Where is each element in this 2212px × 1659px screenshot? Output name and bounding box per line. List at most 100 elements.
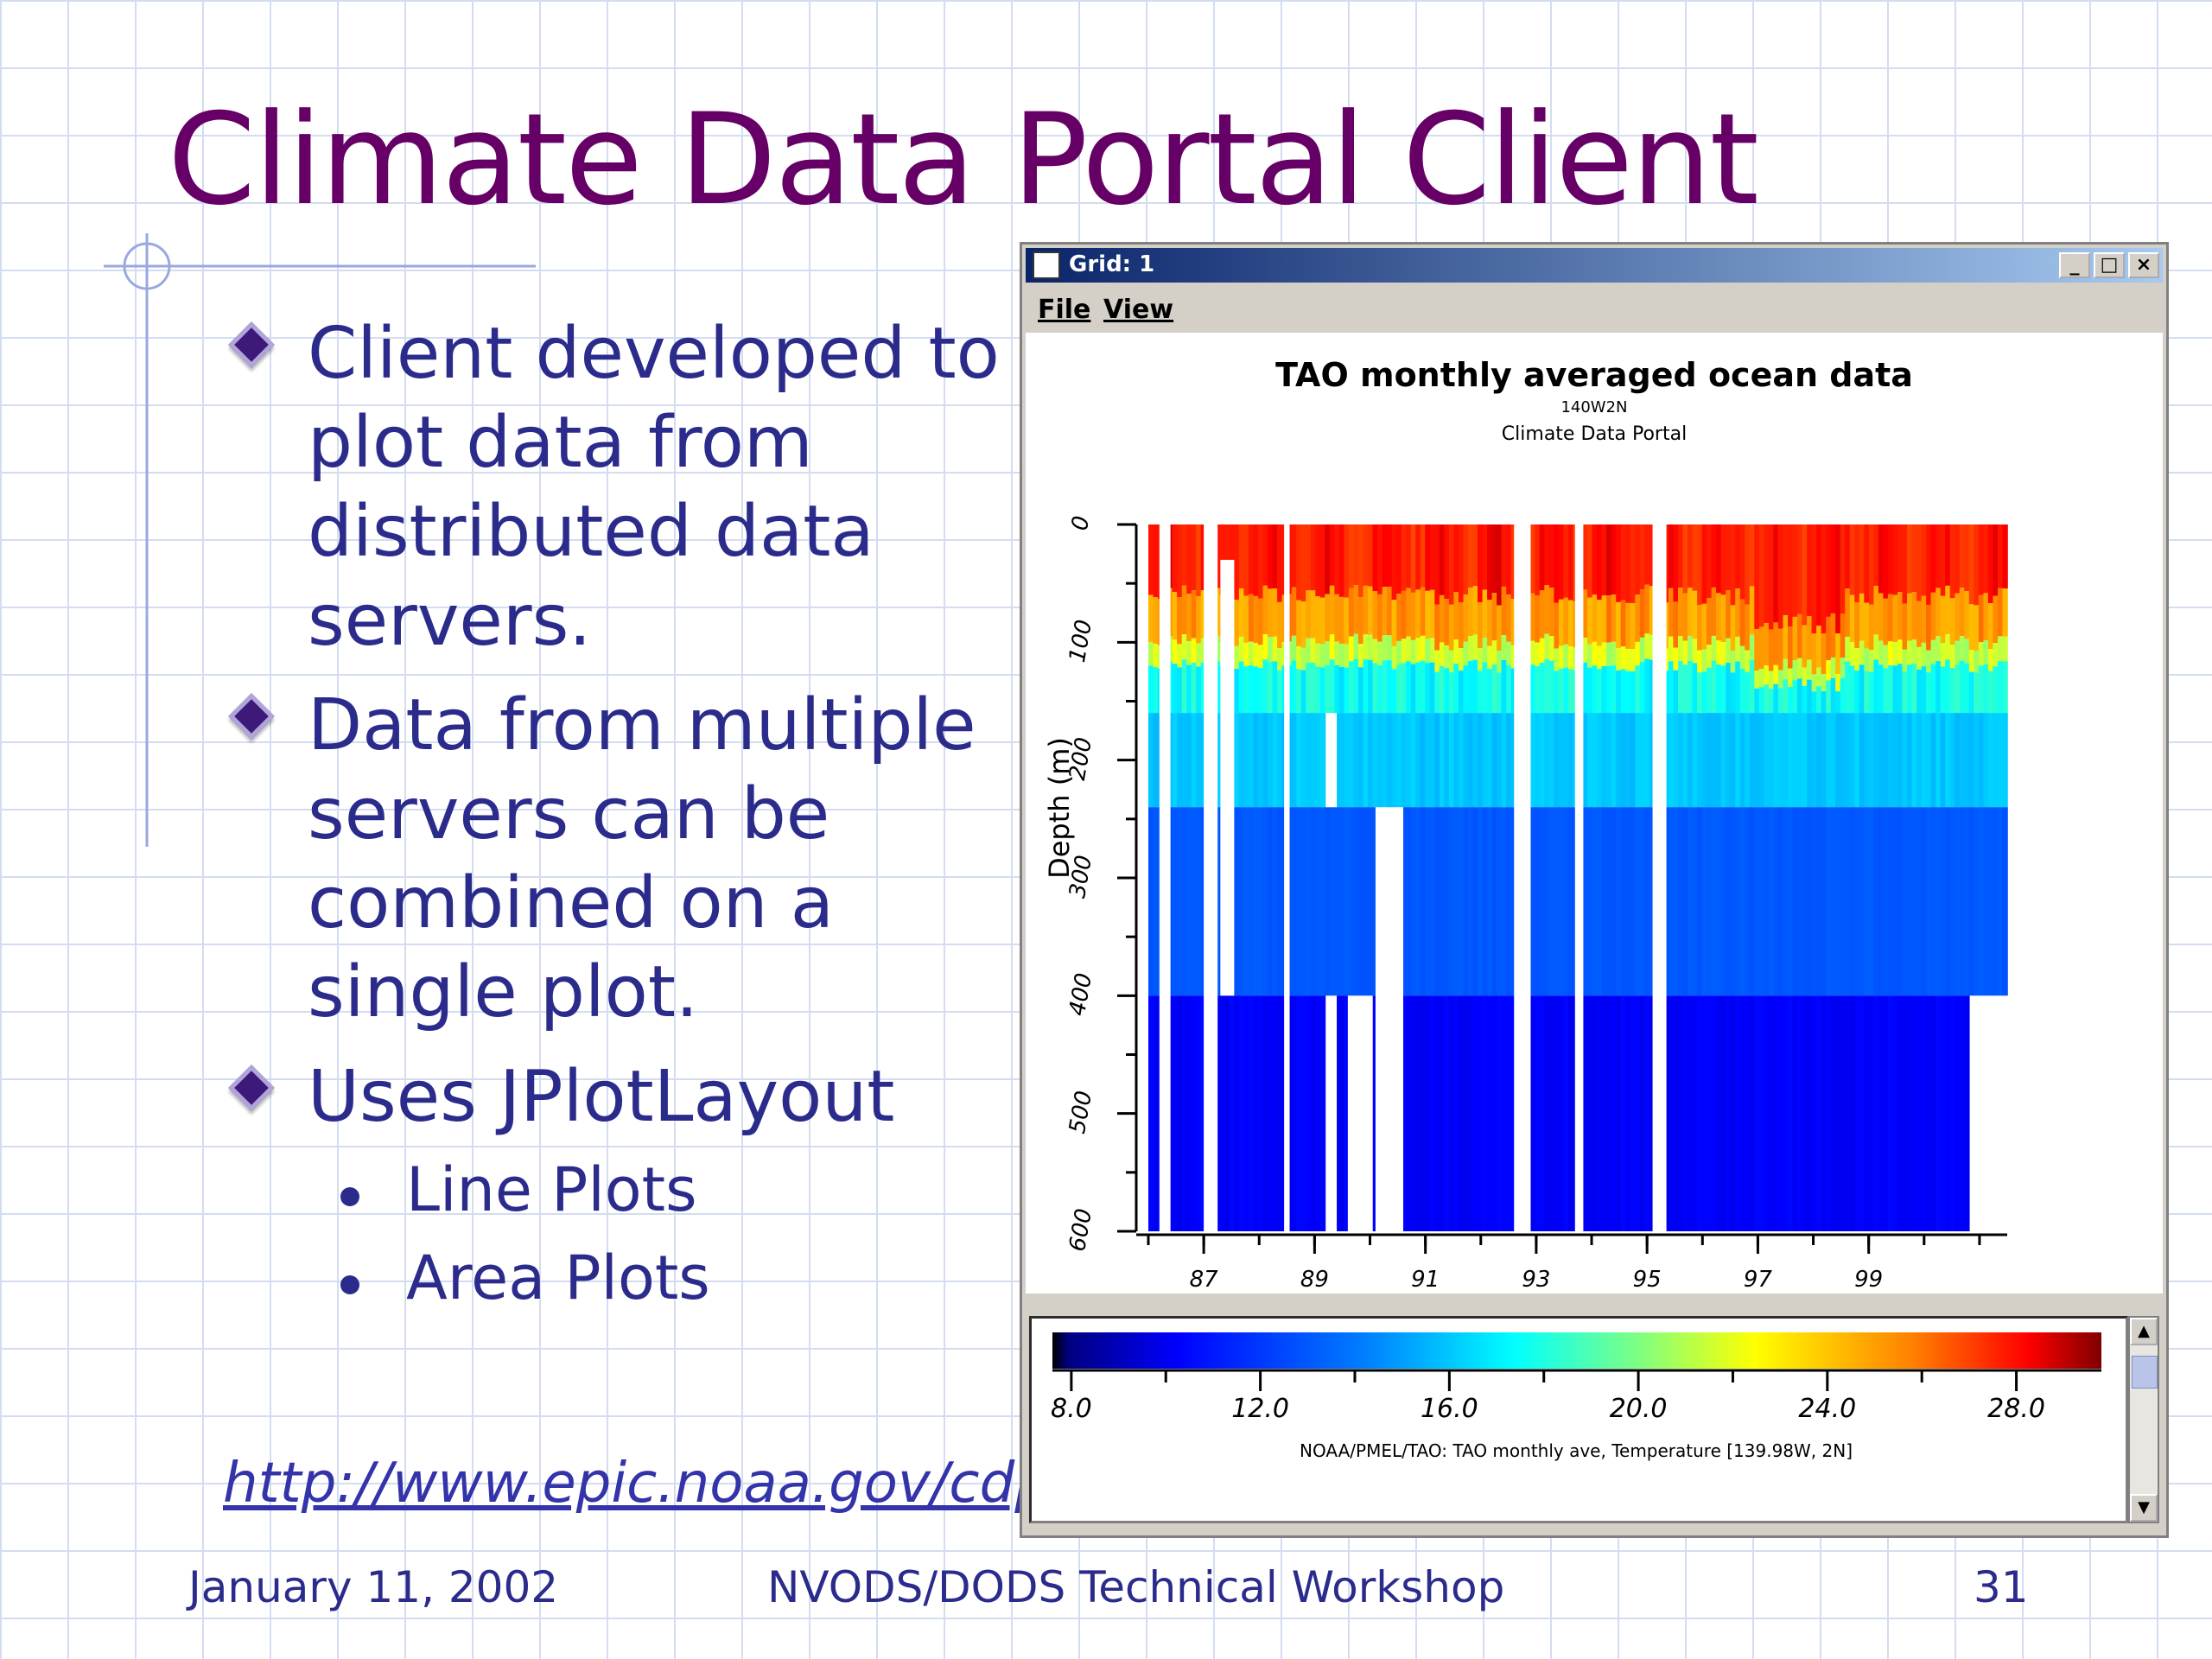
heatmap-cell [1482,995,1488,1231]
close-button[interactable]: × [2128,252,2159,278]
heatmap-cell [1415,662,1421,714]
heatmap-cell [1606,524,1612,596]
heatmap-cell [1768,629,1775,671]
colorbar-panel: 8.0 12.0 16.0 20.0 24.0 28.0 NOAA/PMEL/TAO: T… [1029,1316,2128,1523]
colorbar-tick-label: 24.0 [1798,1394,1856,1424]
heatmap-cell [1682,640,1688,665]
heatmap-cell [1916,601,1923,647]
heatmap-cell [1949,598,1955,645]
heatmap-cell [1777,524,1784,629]
heatmap-cell [1998,661,2004,714]
heatmap-cell [1768,671,1775,690]
heatmap-cell [1868,713,1875,808]
heatmap-cell [1873,807,1879,996]
heatmap-cell [1329,634,1336,660]
heatmap-cell [1249,995,1255,1231]
heatmap-cell [1468,660,1474,714]
y-tick-label: 400 [1065,971,1097,1018]
heatmap-cell [1758,524,1765,627]
heatmap-cell [1406,713,1412,808]
heatmap-cell [1887,664,1894,714]
heatmap-cell [1186,713,1192,808]
heatmap-cell [1811,524,1817,634]
heatmap-cell [1821,633,1827,675]
heatmap-cell [1215,661,1221,714]
heatmap-cell [1429,807,1436,996]
heatmap-cell [1401,713,1407,808]
heatmap-cell [1749,995,1756,1231]
heatmap-cell [1377,641,1383,665]
heatmap-cell [1258,668,1264,714]
minimize-button[interactable]: _ [2059,252,2090,278]
menu-file[interactable]: File [1038,295,1091,325]
heatmap-cell [1768,524,1775,630]
heatmap-cell [1420,587,1427,636]
heatmap-cell [1563,667,1569,714]
heatmap-cell [1625,995,1631,1231]
heatmap-cell [1592,665,1598,714]
heatmap-cell [1730,605,1736,651]
heatmap-cell [1707,713,1713,808]
heatmap-cell [1926,807,1932,996]
slide-title: Climate Data Portal Client [168,86,1759,233]
window-titlebar[interactable]: Grid: 1 _ □ × [1026,248,2163,283]
heatmap-cell [1296,713,1302,808]
heatmap-cell [1453,639,1459,664]
heatmap-cell [1368,659,1374,714]
heatmap-cell [1348,713,1355,808]
heatmap-cell [1253,666,1259,714]
heatmap-cell [1319,524,1326,598]
x-tick-label: 87 [1190,1267,1219,1293]
heatmap-cell [1907,640,1913,665]
heatmap-cell [1544,633,1550,659]
heatmap-cell [1649,995,1656,1231]
heatmap-cell [1258,645,1264,668]
heatmap-cell [1816,667,1822,687]
heatmap-cell [1635,524,1641,595]
heatmap-cell [1568,713,1574,808]
heatmap-cell [1964,807,1970,996]
heatmap-cell [1439,594,1446,643]
heatmap-cell [1701,671,1707,714]
heatmap-cell [1463,641,1469,666]
y-tick-label: 0 [1067,514,1095,533]
heatmap-cell [1396,664,1402,714]
heatmap-cell [1448,604,1455,651]
heatmap-cell [1472,634,1478,660]
heatmap-cell [1730,672,1736,714]
heatmap-cell [1291,587,1297,636]
heatmap-cell [1840,995,1846,1231]
heatmap-cell [1883,645,1889,669]
heatmap-cell [1606,665,1612,714]
vertical-scrollbar[interactable]: ▲ ▼ [2128,1316,2159,1523]
heatmap-cell [1444,713,1450,808]
heatmap-cell [1730,807,1736,996]
scroll-down-arrow-icon[interactable]: ▼ [2130,1494,2158,1522]
scroll-up-arrow-icon[interactable]: ▲ [2130,1318,2158,1345]
heatmap-cell [1548,636,1555,661]
maximize-button[interactable]: □ [2094,252,2125,278]
scroll-thumb[interactable] [2132,1356,2158,1389]
heatmap-cell [1329,585,1336,635]
heatmap-cell [1558,524,1565,600]
plot-axes: 0100200300400500600878991939597991980199… [1065,514,2007,1339]
heatmap-cell [1816,626,1822,668]
heatmap-cell [1497,713,1503,808]
heatmap-cell [1535,713,1541,808]
heatmap-cell [1243,524,1249,596]
menu-view[interactable]: View [1103,295,1174,325]
heatmap-cell [1792,616,1798,661]
heatmap-cell [1830,807,1836,996]
heatmap-cell [1845,713,1851,808]
heatmap-cell [2002,524,2008,588]
heatmap-cell [1830,995,1836,1231]
heatmap-cell [1864,648,1870,671]
heatmap-cell [1478,995,1484,1231]
heatmap-cell [1177,667,1183,714]
data-gap [1514,524,1531,1231]
heatmap-cell [1448,672,1455,714]
heatmap-cell [1945,585,1951,635]
heatmap-cell [1964,713,1970,808]
portal-link[interactable]: http://www.epic.noaa.gov/cdp/ [223,1452,1069,1516]
heatmap-cell [1735,661,1741,714]
